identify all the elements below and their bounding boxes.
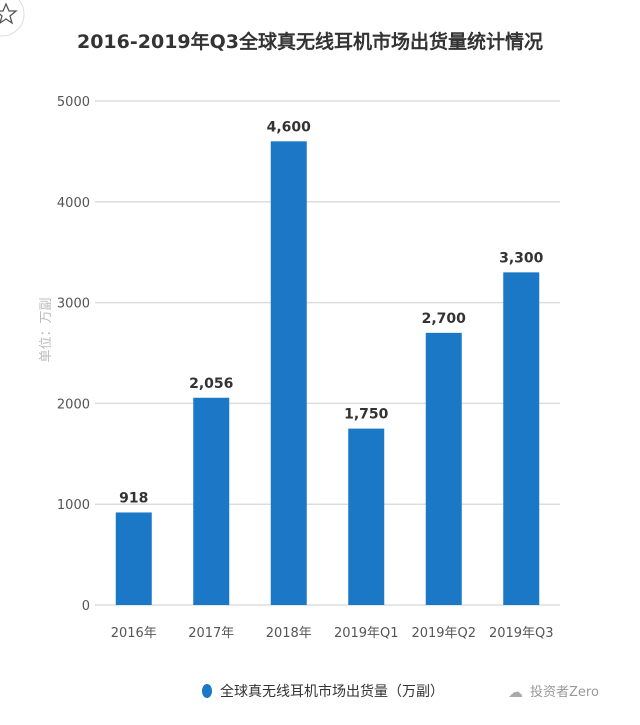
y-tick-label: 1000 xyxy=(57,498,90,513)
watermark: ☁ 投资者Zero xyxy=(508,683,599,701)
legend: 全球真无线耳机市场出货量（万副） xyxy=(202,683,444,700)
data-label: 1,750 xyxy=(344,407,389,423)
wechat-icon: ☁ xyxy=(508,683,523,701)
bar xyxy=(503,272,540,605)
bar xyxy=(270,141,307,605)
y-tick-label: 5000 xyxy=(57,95,90,110)
chart-title: 2016-2019年Q3全球真无线耳机市场出货量统计情况 xyxy=(77,30,543,53)
legend-label: 全球真无线耳机市场出货量（万副） xyxy=(220,683,444,700)
y-axis-label: 单位：万副 xyxy=(39,297,54,362)
data-label: 2,056 xyxy=(189,376,233,392)
star-icon xyxy=(0,2,18,25)
data-label: 918 xyxy=(119,490,148,506)
x-tick-label: 2019年Q2 xyxy=(411,626,476,641)
y-tick-label: 4000 xyxy=(57,196,90,211)
x-tick-label: 2017年 xyxy=(188,626,234,641)
watermark-text: 投资者Zero xyxy=(530,684,599,700)
star-button[interactable] xyxy=(0,0,25,37)
data-label: 2,700 xyxy=(422,311,467,327)
bar xyxy=(348,428,385,605)
bar xyxy=(193,397,230,605)
data-label: 3,300 xyxy=(499,250,544,266)
legend-marker xyxy=(202,684,212,698)
bar xyxy=(425,332,462,605)
bar xyxy=(115,512,152,605)
y-tick-label: 2000 xyxy=(57,397,90,412)
y-tick-label: 3000 xyxy=(57,297,90,312)
data-label: 4,600 xyxy=(267,119,312,135)
x-tick-label: 2016年 xyxy=(111,626,157,641)
x-tick-label: 2018年 xyxy=(266,626,312,641)
y-tick-label: 0 xyxy=(82,599,90,614)
x-tick-label: 2019年Q1 xyxy=(334,626,399,641)
x-tick-label: 2019年Q3 xyxy=(489,626,554,641)
